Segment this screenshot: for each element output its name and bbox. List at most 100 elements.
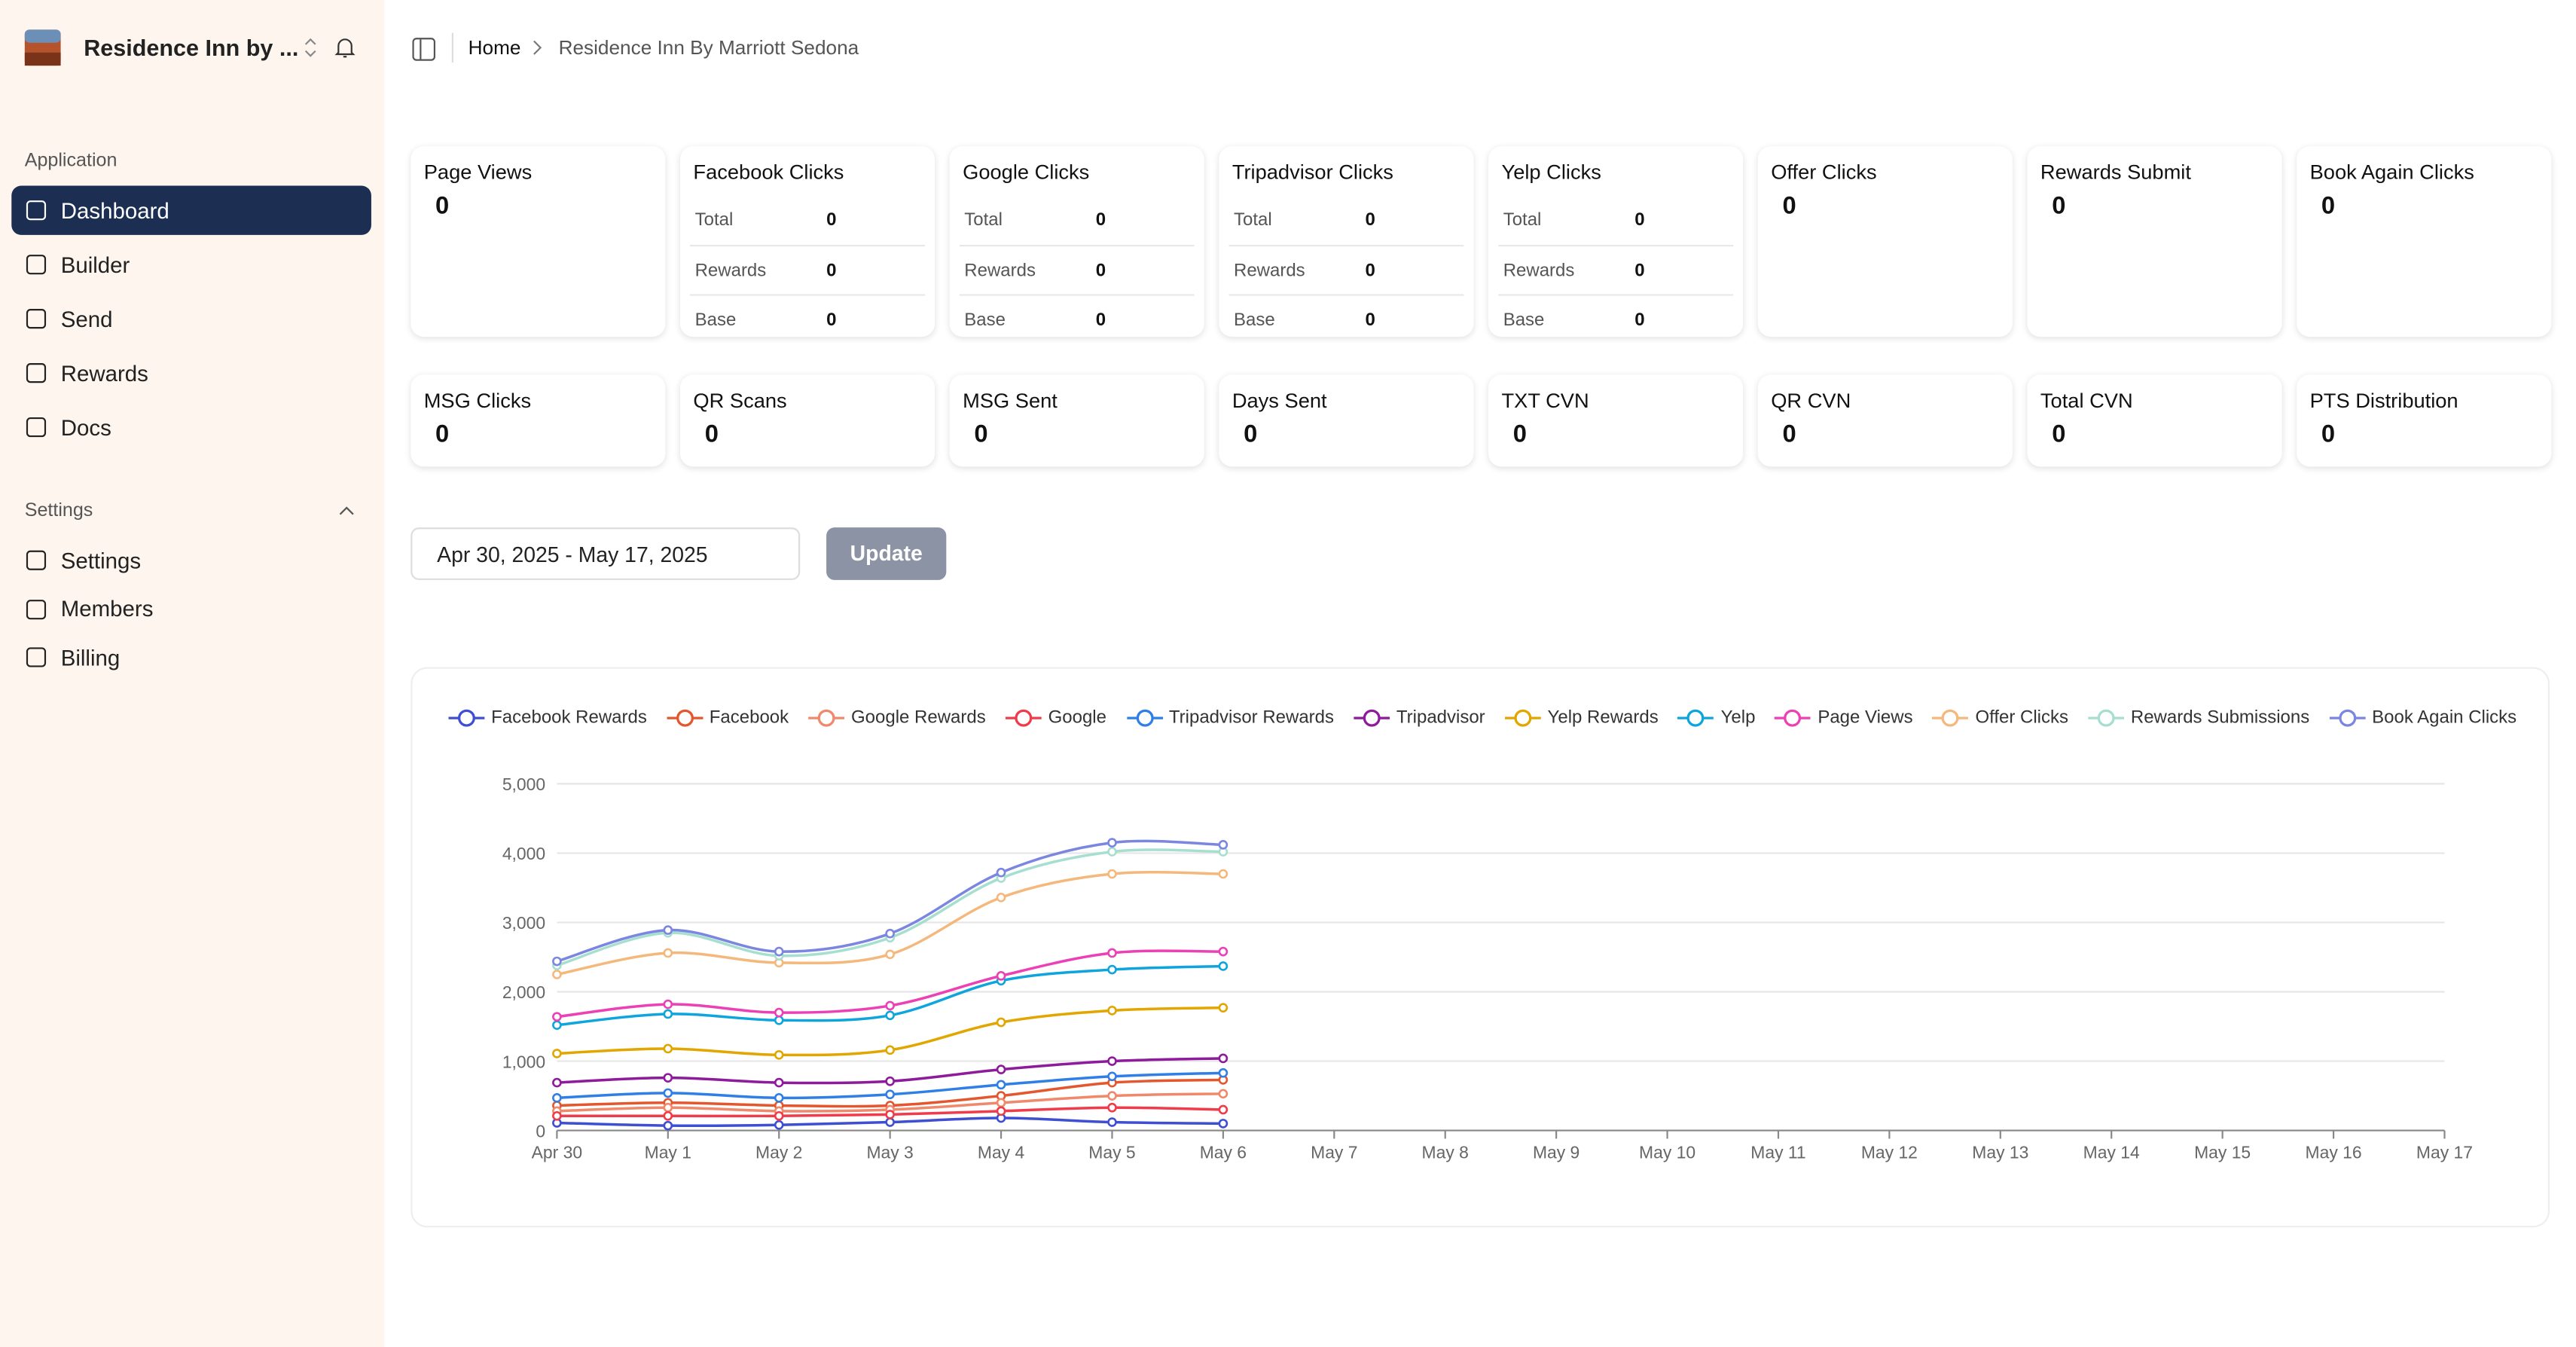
stat-value: 0 [1244,420,1258,449]
stat-value: 0 [1782,192,1796,221]
nav-item[interactable]: Billing [11,633,371,682]
section-label: Application [24,151,118,171]
breakdown-value: 0 [1095,210,1106,231]
stat-card: QR Scans 0 [679,374,935,467]
legend-marker [676,709,694,727]
breakdown-row: Base 0 [690,294,925,345]
stat-title: PTS Distribution [2309,389,2458,413]
update-button[interactable]: Update [826,527,947,580]
data-point [1107,1056,1117,1066]
nav-icon [26,599,47,619]
stat-value: 0 [704,420,719,449]
stat-card: Total CVN 0 [2027,374,2282,467]
nav-item[interactable]: Send [11,294,371,343]
data-point [663,999,673,1009]
stat-card: Rewards Submit 0 [2027,146,2282,338]
legend-item[interactable]: Facebook [667,708,789,728]
stat-title: MSG Sent [963,389,1058,413]
stat-title: Total CVN [2040,389,2133,413]
date-range-input[interactable]: Apr 30, 2025 - May 17, 2025 [411,527,801,580]
legend-item[interactable]: Book Again Clicks [2329,708,2516,728]
legend-item[interactable]: Facebook Rewards [448,708,647,728]
legend-marker [1363,709,1381,727]
brand-name[interactable]: Residence Inn by ... [84,34,299,61]
switch-icon[interactable] [302,38,319,57]
series-line [556,839,1223,963]
breakdown-value: 0 [1634,210,1645,231]
legend-marker [817,709,835,727]
breakdown-label: Base [1503,310,1545,331]
data-point [774,1110,784,1121]
legend-icon [667,709,704,727]
legend-label: Page Views [1818,708,1913,728]
legend-item[interactable]: Tripadvisor [1354,708,1485,728]
legend-item[interactable]: Rewards Submissions [2088,708,2309,728]
breakdown-row: Total 0 [690,196,925,245]
x-tick-label: May 9 [1533,1143,1579,1162]
legend-item[interactable]: Yelp [1677,708,1756,728]
bell-icon[interactable] [334,36,357,60]
data-point [774,1007,784,1018]
legend-label: Facebook [709,708,789,728]
data-point [1218,1068,1228,1078]
series-line [556,848,1223,967]
data-point [1107,838,1117,848]
data-point [663,1110,673,1121]
breakdown-value: 0 [1365,210,1375,231]
legend-marker [1784,709,1802,727]
data-point [1107,964,1117,975]
legend-label: Offer Clicks [1975,708,2069,728]
collapse-icon[interactable] [337,505,356,518]
breakdown-row: Rewards 0 [959,244,1195,296]
legend-icon [1126,709,1163,727]
legend-icon [1775,709,1811,727]
icon-shape [26,200,47,221]
legend-item[interactable]: Tripadvisor Rewards [1126,708,1334,728]
data-point [996,1098,1006,1108]
legend-label: Facebook Rewards [491,708,647,728]
section-label[interactable]: Settings [24,501,93,521]
breakdown-label: Rewards [694,261,767,281]
y-tick-label: 2,000 [502,982,545,1002]
nav-item[interactable]: Docs [11,402,371,451]
legend-label: Tripadvisor Rewards [1168,708,1335,728]
stat-card: QR CVN 0 [1757,374,2013,467]
data-point [996,867,1006,878]
stat-title: Offer Clicks [1771,160,1877,185]
stat-card: PTS Distribution 0 [2297,374,2552,467]
nav-item[interactable]: Builder [11,240,371,289]
data-point [1218,1119,1228,1129]
data-point [1218,1003,1228,1013]
legend-label: Yelp [1720,708,1756,728]
legend-item[interactable]: Yelp Rewards [1504,708,1659,728]
sidebar-toggle[interactable] [411,36,437,63]
data-point [1107,847,1117,857]
legend: Facebook Rewards Facebook Google Rewards Go… [448,708,2516,728]
legend-item[interactable]: Google [1005,708,1106,728]
y-tick-label: 5,000 [502,774,545,794]
stat-value: 0 [2052,420,2066,449]
data-point [1218,1104,1228,1115]
breakdown-value: 0 [1634,261,1645,281]
stat-title: Tripadvisor Clicks [1232,160,1393,185]
nav-item[interactable]: Settings [11,536,371,585]
legend-item[interactable]: Offer Clicks [1932,708,2069,728]
stat-value: 0 [974,420,988,449]
data-point [663,1043,673,1054]
data-point [774,1015,784,1025]
nav-label: Settings [60,548,142,573]
stat-value: 0 [1512,420,1527,449]
nav-item[interactable]: Dashboard [11,185,371,235]
legend-item[interactable]: Google Rewards [808,708,986,728]
nav-item[interactable]: Rewards [11,348,371,397]
legend-item[interactable]: Page Views [1775,708,1913,728]
data-point [1218,961,1228,971]
nav-item[interactable]: Members [11,584,371,633]
breadcrumb-home[interactable]: Home [468,35,521,60]
nav-icon [26,647,47,667]
legend-marker [2097,709,2115,727]
legend-icon [1005,709,1042,727]
nav-label: Members [60,596,154,622]
breakdown-label: Rewards [1503,261,1575,281]
